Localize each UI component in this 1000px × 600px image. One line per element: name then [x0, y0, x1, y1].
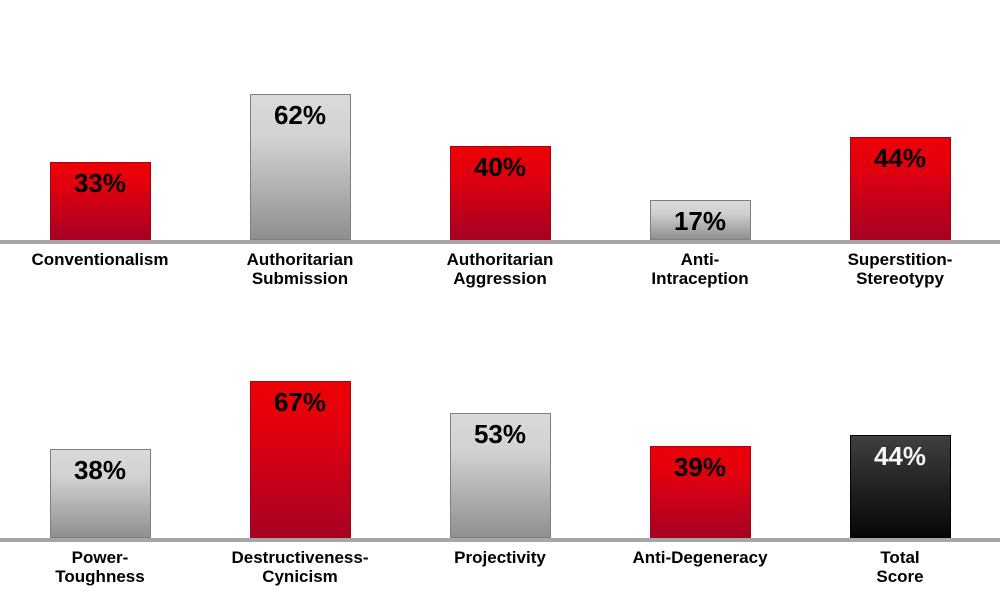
bar-category-label-destructiveness-cynicism: Destructiveness- Cynicism — [231, 548, 369, 586]
bar-value-label-authoritarian-aggression: 40% — [473, 152, 527, 182]
bar-projectivity: 53% — [449, 413, 551, 538]
bar-value-label-power-toughness: 38% — [73, 455, 127, 485]
bar-destructiveness-cynicism: 67% — [249, 381, 351, 538]
bar-category-label-total-score: Total Score — [876, 548, 924, 586]
bar-value-label-anti-intraception: 17% — [673, 206, 727, 236]
bar-total-score: 44% — [849, 435, 951, 538]
bar-value-label-authoritarian-submission: 62% — [273, 100, 327, 130]
bar-authoritarian-submission: 62% — [249, 94, 351, 240]
axis-baseline-row2 — [0, 538, 1000, 542]
bar-value-label-anti-degeneracy: 39% — [673, 452, 727, 482]
bar-authoritarian-aggression: 40% — [449, 146, 551, 240]
bar-value-label-projectivity: 53% — [473, 419, 527, 449]
bar-category-label-superstition-stereotypy: Superstition- Stereotypy — [847, 250, 953, 288]
bar-category-label-projectivity: Projectivity — [454, 548, 546, 567]
bar-category-label-conventionalism: Conventionalism — [31, 250, 169, 269]
bar-superstition-stereotypy: 44% — [849, 137, 951, 240]
axis-baseline-row1 — [0, 240, 1000, 244]
bar-category-label-authoritarian-submission: Authoritarian Submission — [246, 250, 354, 288]
bar-anti-degeneracy: 39% — [649, 446, 751, 538]
bar-anti-intraception: 17% — [649, 200, 751, 240]
bar-value-label-superstition-stereotypy: 44% — [873, 143, 927, 173]
bar-value-label-conventionalism: 33% — [73, 168, 127, 198]
bar-category-label-authoritarian-aggression: Authoritarian Aggression — [446, 250, 554, 288]
bar-category-label-anti-intraception: Anti- Intraception — [651, 250, 749, 288]
bar-value-label-destructiveness-cynicism: 67% — [273, 387, 327, 417]
bar-conventionalism: 33% — [49, 162, 151, 240]
bar-category-label-anti-degeneracy: Anti-Degeneracy — [632, 548, 768, 567]
bar-category-label-power-toughness: Power- Toughness — [55, 548, 145, 586]
bar-value-label-total-score: 44% — [873, 441, 927, 471]
bar-power-toughness: 38% — [49, 449, 151, 538]
